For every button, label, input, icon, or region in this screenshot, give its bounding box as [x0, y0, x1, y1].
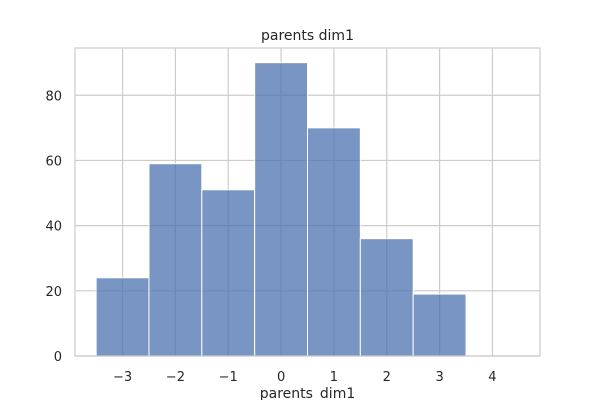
x-tick-label: −1	[219, 370, 238, 385]
histogram-bar	[148, 163, 203, 357]
histogram-bar	[95, 277, 150, 357]
x-tick-label: 2	[383, 370, 391, 385]
y-tick-label: 20	[45, 285, 62, 300]
histogram-bars	[95, 62, 467, 357]
y-tick-label: 80	[45, 89, 62, 104]
plot-frame	[74, 47, 541, 357]
y-tick-label: 0	[54, 350, 62, 365]
x-axis-label: parents_dim1	[260, 386, 356, 400]
x-tick-label: 0	[277, 370, 285, 385]
x-tick-label: 3	[435, 370, 443, 385]
histogram-bar	[254, 62, 308, 357]
y-tick-labels: 0 20 40 60 80	[45, 89, 62, 365]
x-tick-label: −3	[113, 370, 132, 385]
x-tick-label: 4	[488, 370, 496, 385]
x-tick-label: −2	[166, 370, 185, 385]
x-tick-label: 1	[330, 370, 338, 385]
y-tick-label: 60	[45, 154, 62, 169]
histogram-bar	[412, 293, 467, 357]
chart-title: parents dim1	[261, 28, 354, 44]
histogram-bar	[201, 189, 256, 357]
y-tick-label: 40	[45, 220, 62, 235]
histogram-bar	[307, 127, 361, 357]
histogram-bar	[359, 238, 414, 357]
x-tick-labels: −3 −2 −1 0 1 2 3 4	[113, 370, 497, 385]
